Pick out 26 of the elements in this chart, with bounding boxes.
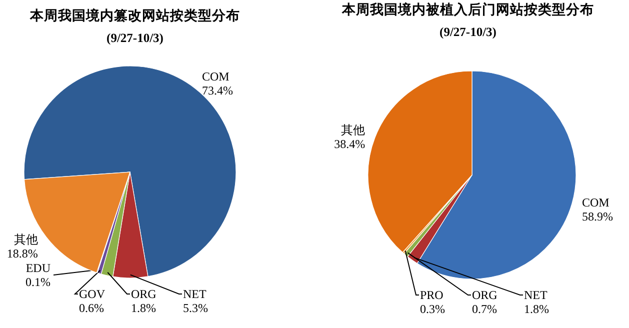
data-label: 5.3% <box>183 301 208 315</box>
slice-label: PRO <box>420 288 444 302</box>
data-label: 1.8% <box>131 301 156 315</box>
data-label: 0.7% <box>472 302 497 316</box>
slice-label: ORG <box>131 287 157 301</box>
slice-label: NET <box>183 287 207 301</box>
slice-label: COM <box>582 195 610 210</box>
chart-subtitle: (9/27-10/3) <box>106 31 164 45</box>
data-label: 18.8% <box>6 246 38 261</box>
slice-label: GOV <box>79 287 106 301</box>
slice-label: ORG <box>472 288 498 302</box>
slice-label: 其他 <box>341 123 366 138</box>
data-label: 38.4% <box>334 137 366 152</box>
data-label: 58.9% <box>582 209 614 224</box>
chart-title: 本周我国境内篡改网站按类型分布 <box>29 7 240 23</box>
chart-title: 本周我国境内被植入后门网站按类型分布 <box>341 1 594 17</box>
data-label: 0.3% <box>420 302 445 316</box>
data-label: 1.8% <box>524 302 549 316</box>
chart-subtitle: (9/27-10/3) <box>440 25 496 39</box>
data-label: 0.6% <box>79 301 104 315</box>
slice-label: COM <box>202 69 230 84</box>
slice-label: NET <box>524 288 548 302</box>
slice-label: EDU <box>26 261 51 275</box>
data-label: 73.4% <box>202 83 233 98</box>
slice-label: 其他 <box>14 232 38 247</box>
data-label: 0.1% <box>26 275 50 289</box>
